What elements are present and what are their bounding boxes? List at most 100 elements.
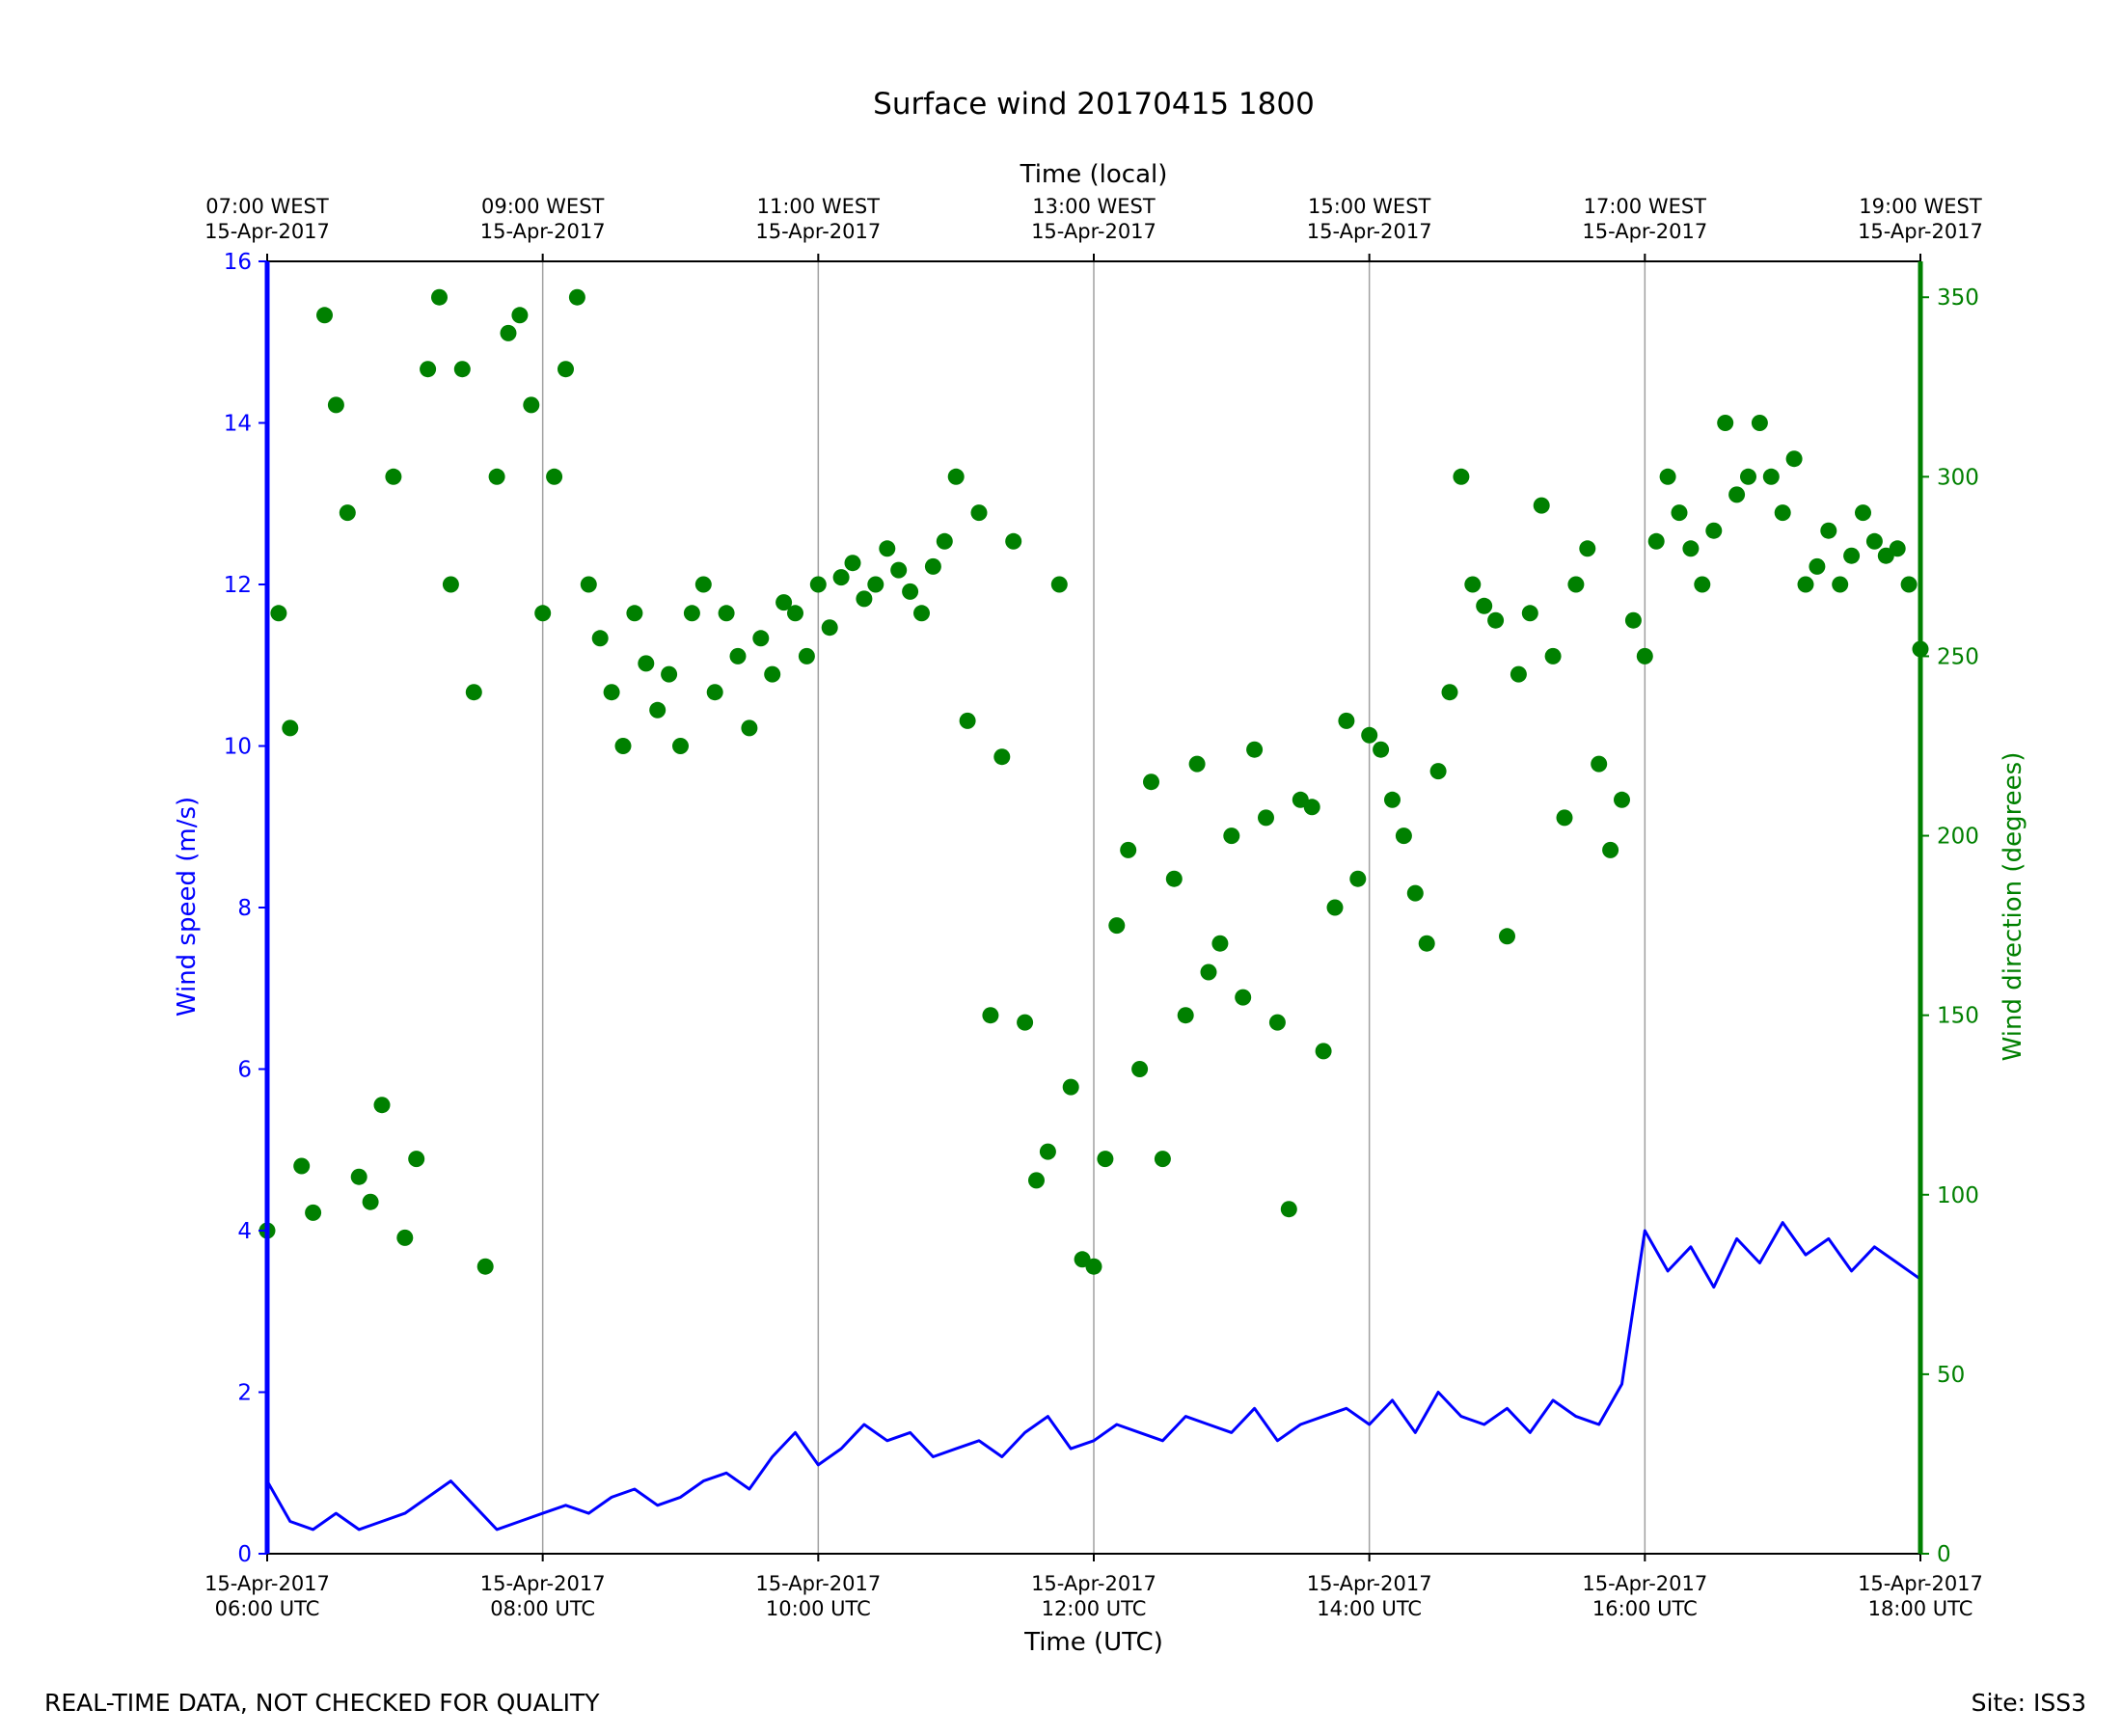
wind-direction-point xyxy=(1453,468,1470,485)
wind-speed-line xyxy=(265,1221,1921,1532)
wind-direction-point xyxy=(431,288,448,306)
wind-direction-point xyxy=(741,719,758,737)
wind-direction-point xyxy=(339,504,356,522)
wind-direction-point xyxy=(1028,1172,1045,1189)
wind-direction-point xyxy=(1544,647,1562,665)
wind-direction-point xyxy=(1373,741,1390,758)
wind-direction-point xyxy=(453,361,471,378)
wind-direction-point xyxy=(775,594,793,611)
wind-direction-point xyxy=(1258,809,1274,827)
wind-direction-point xyxy=(683,605,700,622)
wind-direction-point xyxy=(1614,791,1630,808)
right-tick-label: 0 xyxy=(1937,1542,1951,1567)
wind-direction-point xyxy=(902,583,919,600)
top-tick-date: 15-Apr-2017 xyxy=(1858,220,1983,243)
wind-direction-point xyxy=(1855,504,1871,522)
left-tick-label: 8 xyxy=(237,896,252,921)
wind-direction-point xyxy=(373,1097,391,1114)
wind-direction-point xyxy=(1338,712,1355,729)
wind-direction-point xyxy=(1694,576,1711,593)
wind-direction-point xyxy=(1177,1007,1194,1024)
wind-direction-point xyxy=(1108,917,1126,935)
wind-direction-point xyxy=(523,396,540,414)
top-tick-time: 19:00 WEST xyxy=(1859,195,1982,218)
wind-direction-point xyxy=(787,605,803,622)
wind-direction-point xyxy=(1705,522,1723,539)
top-tick-date: 15-Apr-2017 xyxy=(480,220,606,243)
wind-direction-point xyxy=(1039,1143,1056,1160)
wind-speed-series xyxy=(265,1221,1921,1532)
wind-direction-point xyxy=(1591,755,1608,773)
wind-direction-point xyxy=(420,361,437,378)
left-tick-label: 14 xyxy=(224,412,252,437)
wind-direction-point xyxy=(442,576,459,593)
wind-direction-point xyxy=(1476,597,1493,614)
wind-direction-series xyxy=(258,288,1929,1275)
wind-direction-point xyxy=(546,468,563,485)
wind-direction-point xyxy=(511,307,529,324)
bottom-tick-date: 15-Apr-2017 xyxy=(1307,1572,1432,1595)
wind-direction-point xyxy=(580,576,597,593)
wind-direction-point xyxy=(913,605,930,622)
wind-direction-point xyxy=(1429,763,1447,780)
wind-direction-point xyxy=(1682,540,1700,557)
wind-direction-point xyxy=(1832,576,1849,593)
wind-direction-point xyxy=(1211,935,1229,952)
wind-direction-point xyxy=(1188,755,1206,773)
wind-direction-point xyxy=(1406,884,1424,902)
wind-direction-point xyxy=(1349,870,1367,887)
wind-direction-point xyxy=(293,1157,311,1175)
wind-direction-point xyxy=(947,468,965,485)
wind-direction-point xyxy=(1785,450,1803,468)
wind-direction-point xyxy=(1120,841,1137,858)
left-tick-label: 6 xyxy=(237,1058,252,1083)
wind-direction-point xyxy=(1774,504,1791,522)
wind-direction-point xyxy=(1223,827,1240,845)
top-tick-time: 15:00 WEST xyxy=(1308,195,1431,218)
wind-direction-point xyxy=(568,288,585,306)
wind-direction-point xyxy=(1303,799,1320,816)
bottom-tick-date: 15-Apr-2017 xyxy=(1582,1572,1707,1595)
top-tick-date: 15-Apr-2017 xyxy=(755,220,881,243)
wind-direction-point xyxy=(844,555,861,572)
bottom-axis-title: Time (UTC) xyxy=(1023,1628,1163,1657)
wind-direction-point xyxy=(316,307,333,324)
wind-direction-point xyxy=(649,701,667,719)
wind-direction-point xyxy=(729,647,747,665)
wind-direction-point xyxy=(305,1204,322,1221)
wind-direction-point xyxy=(1556,809,1573,827)
wind-direction-point xyxy=(1740,468,1756,485)
bottom-tick-time: 14:00 UTC xyxy=(1317,1597,1422,1620)
wind-direction-point xyxy=(591,630,609,647)
bottom-tick-date: 15-Apr-2017 xyxy=(1858,1572,1983,1595)
wind-direction-point xyxy=(1659,468,1676,485)
top-tick-time: 11:00 WEST xyxy=(757,195,881,218)
wind-direction-point xyxy=(638,655,655,672)
wind-direction-point xyxy=(1326,899,1344,916)
top-tick-date: 15-Apr-2017 xyxy=(1582,220,1707,243)
bottom-tick-date: 15-Apr-2017 xyxy=(204,1572,330,1595)
wind-direction-point xyxy=(1097,1151,1114,1168)
top-tick-date: 15-Apr-2017 xyxy=(204,220,330,243)
left-tick-label: 10 xyxy=(224,735,252,760)
wind-direction-point xyxy=(1521,605,1538,622)
wind-direction-point xyxy=(500,324,517,341)
wind-direction-point xyxy=(626,605,643,622)
bottom-tick-time: 12:00 UTC xyxy=(1042,1597,1147,1620)
bottom-tick-time: 18:00 UTC xyxy=(1868,1597,1973,1620)
top-tick-time: 07:00 WEST xyxy=(205,195,329,218)
wind-direction-point xyxy=(408,1151,425,1168)
wind-direction-point xyxy=(350,1168,367,1185)
wind-direction-point xyxy=(1809,557,1826,575)
wind-direction-point xyxy=(385,468,402,485)
wind-direction-point xyxy=(558,361,574,378)
wind-direction-point xyxy=(936,532,953,550)
wind-direction-point xyxy=(1005,532,1022,550)
wind-direction-point xyxy=(959,712,976,729)
right-tick-label: 100 xyxy=(1937,1183,1979,1208)
left-tick-label: 12 xyxy=(224,573,252,598)
wind-direction-point xyxy=(1567,576,1585,593)
wind-direction-point xyxy=(396,1229,414,1246)
right-axis-title: Wind direction (degrees) xyxy=(1999,752,2027,1062)
right-tick-label: 300 xyxy=(1937,465,1979,490)
